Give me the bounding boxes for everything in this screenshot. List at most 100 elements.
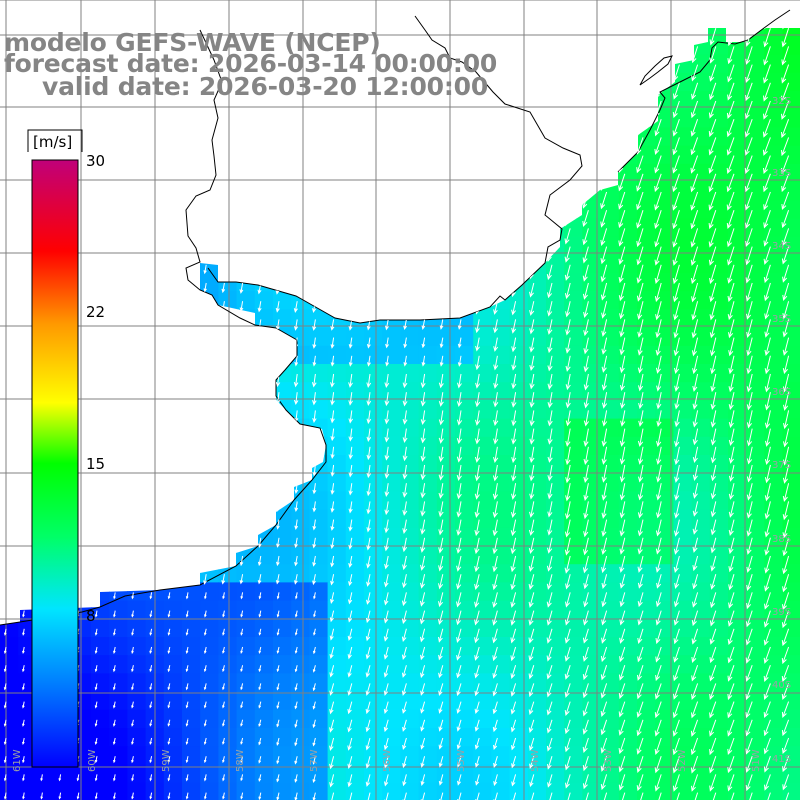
wind-arrow	[384, 555, 389, 570]
wind-speed-cell	[491, 28, 511, 37]
wind-arrow	[438, 410, 444, 426]
wind-arrow	[22, 665, 25, 673]
wind-speed-cell	[364, 200, 383, 219]
wind-speed-cell	[600, 400, 620, 420]
wind-arrow	[493, 355, 499, 371]
wind-speed-cell	[127, 546, 147, 565]
wind-speed-cell	[273, 691, 292, 711]
wind-arrow	[618, 701, 626, 718]
wind-arrow	[473, 119, 480, 136]
wind-speed-cell	[273, 418, 292, 438]
wind-speed-cell	[0, 364, 19, 383]
wind-arrow	[763, 737, 771, 755]
wind-speed-cell	[600, 364, 620, 383]
wind-speed-cell	[473, 509, 492, 529]
wind-arrow	[764, 792, 771, 800]
wind-arrow	[654, 191, 662, 211]
wind-arrow	[329, 264, 335, 277]
wind-arrow	[294, 646, 298, 654]
wind-speed-cell	[109, 564, 128, 583]
wind-speed-cell	[618, 345, 638, 365]
wind-arrow	[745, 774, 753, 792]
wind-speed-cell	[600, 491, 620, 511]
wind-arrow	[456, 428, 463, 445]
wind-arrow	[329, 246, 335, 259]
wind-speed-cell	[91, 273, 110, 292]
wind-arrow	[167, 756, 171, 764]
wind-speed-cell	[673, 364, 693, 383]
wind-arrow	[674, 428, 680, 448]
wind-arrow	[709, 301, 717, 321]
wind-arrow	[384, 100, 389, 113]
wind-arrow	[781, 210, 790, 229]
wind-speed-cell	[254, 200, 274, 219]
wind-speed-cell	[600, 145, 620, 165]
wind-arrow	[366, 282, 371, 295]
wind-speed-cell	[582, 327, 602, 347]
wind-arrow	[149, 756, 153, 764]
wind-arrow	[763, 210, 771, 229]
wind-speed-cell	[127, 273, 147, 292]
wind-arrow	[510, 646, 517, 662]
wind-arrow	[402, 119, 407, 132]
wind-speed-cell	[364, 491, 383, 511]
wind-arrow	[311, 191, 316, 204]
wind-arrow	[783, 392, 790, 411]
wind-speed-cell	[418, 200, 438, 219]
wind-arrow	[347, 210, 353, 222]
wind-speed-cell	[218, 600, 238, 620]
wind-speed-cell	[382, 473, 401, 492]
wind-arrow	[438, 774, 444, 786]
wind-arrow	[691, 646, 699, 663]
wind-arrow	[3, 701, 7, 709]
wind-speed-cell	[254, 600, 274, 620]
wind-arrow	[94, 137, 98, 146]
wind-speed-cell	[127, 691, 147, 711]
wind-speed-cell	[109, 400, 128, 420]
wind-arrow	[492, 519, 498, 537]
wind-speed-cell	[582, 345, 602, 365]
wind-arrow	[600, 646, 608, 663]
wind-arrow	[276, 483, 281, 494]
wind-speed-cell	[491, 509, 511, 529]
wind-arrow	[547, 446, 553, 463]
wind-speed-cell	[691, 127, 711, 147]
wind-speed-cell	[382, 400, 401, 420]
wind-speed-cell	[327, 109, 347, 128]
wind-arrow	[130, 519, 135, 532]
wind-arrow	[348, 428, 353, 442]
wind-speed-cell	[509, 72, 529, 92]
wind-arrow	[636, 737, 644, 755]
wind-arrow	[22, 319, 26, 327]
wind-speed-cell	[327, 127, 347, 147]
wind-arrow	[329, 628, 335, 641]
wind-arrow	[185, 428, 190, 441]
wind-arrow	[312, 319, 317, 331]
uruguay-coast-line	[207, 15, 583, 324]
wind-arrow	[564, 64, 571, 82]
wind-arrow	[510, 537, 517, 555]
wind-speed-cell	[436, 127, 456, 147]
wind-arrow	[546, 574, 553, 590]
wind-arrow	[258, 737, 262, 746]
wind-arrow	[763, 628, 771, 646]
wind-arrow	[257, 137, 262, 148]
wind-arrow	[600, 82, 608, 100]
wind-arrow	[692, 464, 699, 481]
wind-arrow	[618, 119, 626, 137]
wind-arrow	[782, 574, 790, 593]
wind-speed-cell	[364, 473, 383, 492]
wind-speed-cell	[691, 673, 711, 693]
wind-speed-cell	[327, 273, 347, 292]
wind-arrow	[746, 483, 753, 501]
wind-arrow	[347, 191, 353, 204]
wind-arrow	[726, 119, 735, 138]
wind-speed-cell	[618, 54, 638, 74]
wind-arrow	[637, 46, 644, 63]
wind-speed-cell	[109, 455, 128, 474]
wind-speed-cell	[746, 491, 765, 511]
wind-speed-cell	[236, 782, 256, 800]
wind-speed-cell	[418, 345, 438, 365]
wind-speed-cell	[291, 382, 310, 401]
wind-speed-cell	[109, 364, 128, 383]
